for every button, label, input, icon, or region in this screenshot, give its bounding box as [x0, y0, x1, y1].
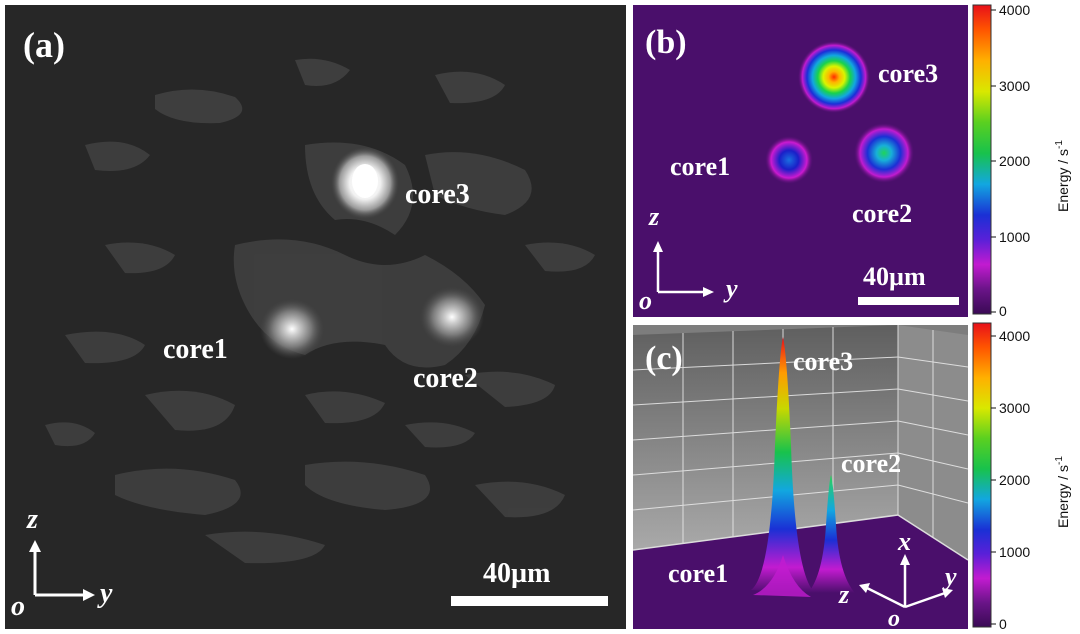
core1-spot [765, 136, 813, 184]
axis-x-label: x [897, 527, 911, 556]
panel-a-label: (a) [23, 25, 65, 65]
panel-a-image: (a) core3 core1 core2 z y o 40µm [5, 5, 626, 629]
scalebar-label: 40µm [863, 262, 926, 291]
colorbar-tick: 3000 [999, 78, 1030, 94]
core2-peak [808, 475, 855, 593]
colorbar-tick: 0 [999, 303, 1007, 319]
colorbar-tick: 1000 [999, 544, 1030, 560]
panel-b-label: (b) [645, 24, 687, 61]
core3-label: core3 [878, 59, 938, 88]
core3-spot [798, 41, 870, 113]
colorbar-tick: 2000 [999, 153, 1030, 169]
core3-label: core3 [405, 179, 470, 210]
colorbar-tick: 4000 [999, 2, 1030, 18]
axis-z-label: z [648, 202, 660, 231]
core3-peak [751, 337, 815, 593]
colorbar-b: 4000 3000 2000 1000 0 Energy / s-1 [968, 0, 1080, 320]
colorbar-tick: 3000 [999, 400, 1030, 416]
axes-indicator [653, 241, 714, 297]
core3-label: core3 [793, 347, 853, 376]
core1-label: core1 [163, 334, 228, 365]
axes-indicator [29, 540, 95, 601]
colorbar-tick: 1000 [999, 229, 1030, 245]
origin-label: o [11, 591, 25, 622]
axis-z-label: z [26, 504, 38, 535]
origin-label: o [639, 286, 652, 315]
panel-c-label: (c) [645, 340, 683, 377]
core1-label: core1 [668, 559, 728, 588]
colorbar-title: Energy / s-1 [1054, 140, 1071, 212]
scalebar [858, 297, 959, 305]
scalebar [451, 596, 608, 606]
core1-spot [260, 299, 324, 359]
core2-label: core2 [852, 199, 912, 228]
colorbar-tick: 4000 [999, 328, 1030, 344]
core2-label: core2 [841, 449, 901, 478]
grid-lines [633, 325, 968, 543]
axis-z-label: z [838, 580, 850, 609]
core2-spot [420, 287, 484, 347]
colorbar-tick: 0 [999, 616, 1007, 632]
core1-peak [753, 555, 811, 597]
core2-spot [854, 123, 914, 183]
colorbar-c: 4000 3000 2000 1000 0 Energy / s-1 [968, 318, 1080, 634]
axis-y-label: y [942, 562, 957, 591]
origin-label: o [888, 606, 900, 629]
panel-c-3d-plot: (c) core3 core2 core1 x y z o [633, 325, 968, 629]
axis-y-label: y [723, 274, 738, 303]
colorbar-tick: 2000 [999, 472, 1030, 488]
core1-label: core1 [670, 152, 730, 181]
background-texture [45, 58, 595, 564]
panel-b-heatmap: (b) core3 core1 core2 z y o 40µm [633, 5, 968, 317]
scalebar-label: 40µm [483, 558, 550, 589]
colorbar-title: Energy / s-1 [1054, 456, 1071, 528]
axes-indicator [859, 554, 953, 609]
axis-y-label: y [97, 578, 113, 609]
core2-label: core2 [413, 363, 478, 394]
